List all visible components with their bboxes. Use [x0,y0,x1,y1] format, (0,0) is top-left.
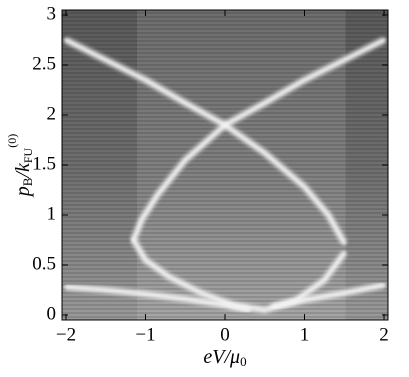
y-tick-label: 2 [47,103,57,124]
y-label-k: /k [12,162,34,179]
x-label-sub: 0 [240,354,247,369]
y-axis-label: pB/kFU(0) [5,134,35,198]
y-label-sub: B [20,177,35,186]
ridge [270,283,387,309]
y-tick-label: 1 [47,203,57,224]
x-tick-label: 2 [379,324,389,345]
x-tick-label: −1 [135,324,155,345]
ridge [131,38,387,242]
x-axis-label: eV/μ0 [203,346,246,369]
stripes [62,10,388,320]
x-tick-label: −2 [56,324,76,345]
y-tick-label: 0 [47,303,57,324]
y-label-sub2: FU [21,147,35,163]
y-tick-label: 2.5 [32,53,56,74]
y-label-p: p [12,186,34,198]
y-tick-label: 3 [47,3,57,24]
x-label-main: eV/μ [203,346,240,368]
y-tick-label: 0.5 [32,253,56,274]
ridge [63,285,251,312]
y-label-sup: (0) [5,134,19,148]
x-tick-label: 1 [300,324,310,345]
x-tick-label: 0 [220,324,230,345]
y-tick-label: 1.5 [32,153,56,174]
